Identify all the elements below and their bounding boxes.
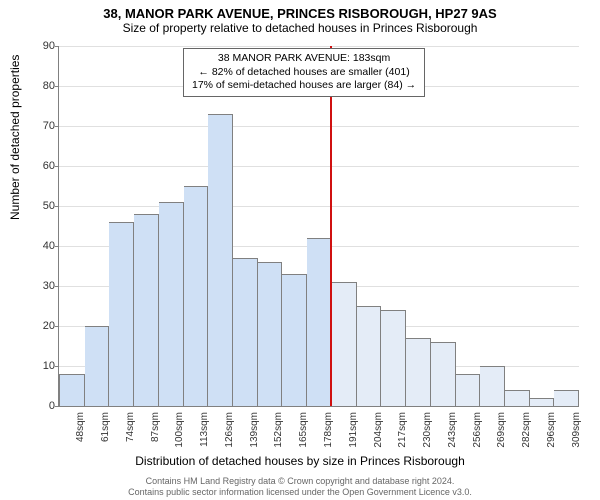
bar [332,282,357,406]
x-tick-label: 165sqm [298,412,309,460]
bar [159,202,184,406]
y-axis-label: Number of detached properties [8,55,22,220]
x-tick-label: 191sqm [348,412,359,460]
footer-attribution: Contains HM Land Registry data © Crown c… [0,476,600,498]
info-box-line: 17% of semi-detached houses are larger (… [192,79,416,93]
bar [134,214,159,406]
y-tick-label: 90 [29,40,55,52]
x-tick-label: 217sqm [397,412,408,460]
x-tick-label: 113sqm [199,412,210,460]
bar [406,338,431,406]
info-box-line: 38 MANOR PARK AVENUE: 183sqm [192,52,416,66]
reference-line [330,46,332,406]
footer-line1: Contains HM Land Registry data © Crown c… [0,476,600,487]
bar [109,222,134,406]
x-tick-label: 243sqm [447,412,458,460]
x-tick-label: 296sqm [546,412,557,460]
info-box-line: ← 82% of detached houses are smaller (40… [192,66,416,80]
chart-subtitle: Size of property relative to detached ho… [0,21,600,37]
bar [505,390,530,406]
bar [85,326,110,406]
x-tick-label: 100sqm [174,412,185,460]
chart-container: 38, MANOR PARK AVENUE, PRINCES RISBOROUG… [0,0,600,500]
y-tick-label: 30 [29,280,55,292]
bar [431,342,456,406]
x-tick-label: 282sqm [521,412,532,460]
x-tick-label: 204sqm [373,412,384,460]
bar [59,374,85,406]
x-tick-label: 48sqm [75,412,86,460]
y-tick-label: 60 [29,160,55,172]
y-tick-label: 40 [29,240,55,252]
x-tick-label: 269sqm [496,412,507,460]
y-tick-label: 50 [29,200,55,212]
bar [184,186,209,406]
y-tick-label: 10 [29,360,55,372]
footer-line2: Contains public sector information licen… [0,487,600,498]
bar [554,390,579,406]
bar [480,366,505,406]
y-tick-label: 70 [29,120,55,132]
x-tick-label: 87sqm [150,412,161,460]
x-tick-label: 61sqm [100,412,111,460]
x-tick-label: 126sqm [224,412,235,460]
chart-title: 38, MANOR PARK AVENUE, PRINCES RISBOROUG… [0,0,600,21]
bar [307,238,332,406]
y-tick-label: 0 [29,400,55,412]
bar [530,398,555,406]
bar [381,310,406,406]
plot-area: 010203040506070809048sqm61sqm74sqm87sqm1… [58,46,579,407]
y-tick-mark [55,406,59,407]
x-axis-label: Distribution of detached houses by size … [0,454,600,468]
bar [357,306,382,406]
info-box: 38 MANOR PARK AVENUE: 183sqm← 82% of det… [183,48,425,97]
y-tick-label: 20 [29,320,55,332]
x-tick-label: 74sqm [125,412,136,460]
y-tick-label: 80 [29,80,55,92]
x-tick-label: 139sqm [249,412,260,460]
bars-group [59,46,579,406]
x-tick-label: 256sqm [472,412,483,460]
x-tick-label: 178sqm [323,412,334,460]
x-tick-label: 230sqm [422,412,433,460]
x-tick-label: 152sqm [273,412,284,460]
bar [208,114,233,406]
bar [456,374,481,406]
x-tick-label: 309sqm [571,412,582,460]
bar [258,262,283,406]
bar [233,258,258,406]
bar [282,274,307,406]
